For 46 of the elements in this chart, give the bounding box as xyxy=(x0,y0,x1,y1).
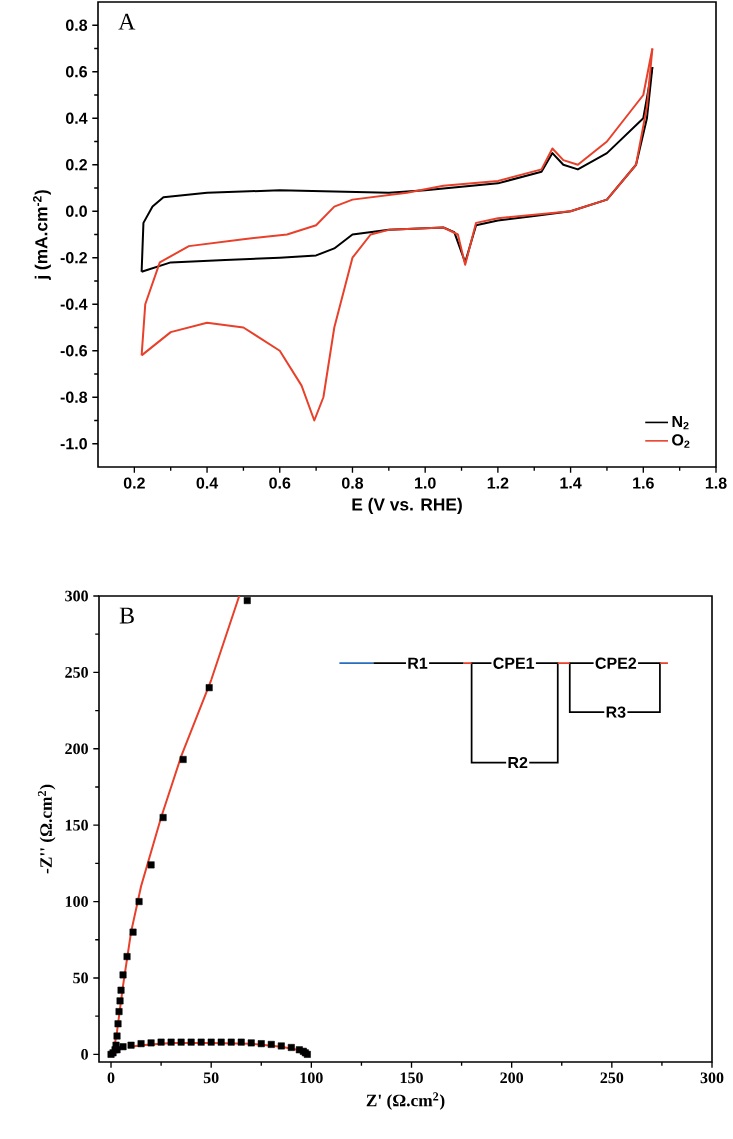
x-tick-label: 100 xyxy=(300,1072,323,1084)
x-tick-label: 300 xyxy=(700,1072,724,1084)
annotation: A xyxy=(118,13,136,30)
x-tick-label: 200 xyxy=(500,1072,524,1084)
x-tick-label: 0.6 xyxy=(269,477,291,489)
x-tick-label: 0.4 xyxy=(196,477,219,489)
y-axis-title: -Z'' (Ω.cm$^{2}$) xyxy=(37,784,56,874)
x-tick-label: 1.2 xyxy=(487,477,509,489)
y-tick-label: 0.4 xyxy=(65,112,88,124)
y-tick-label: -1.0 xyxy=(60,438,87,450)
x-axis-title: E (V vs. RHE) xyxy=(352,497,462,515)
x-tick-label: 0.8 xyxy=(341,477,364,489)
x-tick-label: 1.6 xyxy=(633,477,654,489)
x-tick-label: 1.0 xyxy=(415,477,436,489)
y-tick-label: 200 xyxy=(65,743,88,755)
y-tick-label: 300 xyxy=(65,590,88,602)
annotation: R2 xyxy=(508,756,528,769)
annotation: CPE2 xyxy=(595,657,637,669)
y-tick-label: 100 xyxy=(65,896,88,907)
y-axis-title: j (mA.cm$^{-2}$) xyxy=(33,190,51,280)
y-tick-label: -0.2 xyxy=(60,252,87,264)
legend-label: O$_{2}$ xyxy=(672,434,690,448)
y-tick-label: 0.2 xyxy=(65,159,87,171)
y-tick-label: 0.0 xyxy=(65,205,87,217)
annotation: B xyxy=(119,607,134,624)
y-tick-label: 150 xyxy=(65,819,88,831)
y-tick-label: 0 xyxy=(81,1048,88,1060)
x-tick-label: 1.4 xyxy=(560,477,582,489)
y-tick-label: 0.8 xyxy=(65,19,88,31)
x-tick-label: 0 xyxy=(107,1072,115,1084)
y-tick-label: 250 xyxy=(65,666,88,678)
legend-label: N$_{2}$ xyxy=(672,415,689,430)
x-tick-label: 1.8 xyxy=(705,477,727,489)
y-tick-label: -0.8 xyxy=(60,391,88,403)
annotation: R1 xyxy=(408,657,428,669)
y-tick-label: -0.4 xyxy=(60,298,88,310)
y-tick-label: 50 xyxy=(73,972,88,984)
annotation: CPE1 xyxy=(493,657,535,669)
x-axis-title: Z' (Ω.cm$^{2}$) xyxy=(366,1092,445,1110)
y-tick-label: -0.6 xyxy=(60,345,88,357)
annotation: R3 xyxy=(606,706,626,718)
y-tick-label: 0.6 xyxy=(65,66,88,78)
x-tick-label: 150 xyxy=(400,1072,423,1084)
x-tick-label: 0.2 xyxy=(123,477,145,489)
x-tick-label: 250 xyxy=(600,1072,624,1084)
x-tick-label: 50 xyxy=(203,1072,219,1084)
